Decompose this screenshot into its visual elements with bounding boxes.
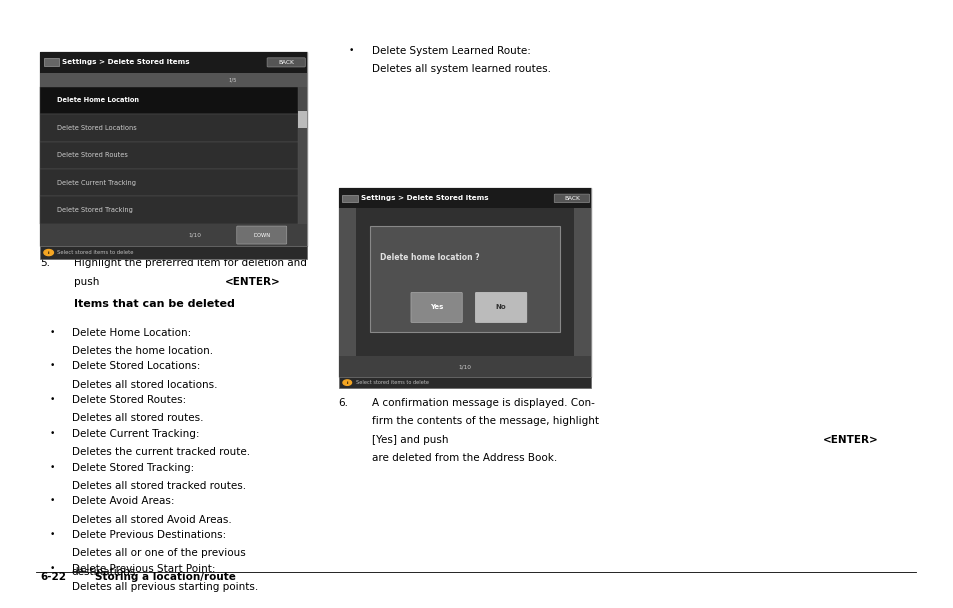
Text: 6-22: 6-22 — [40, 573, 66, 582]
Text: Deletes all previous starting points.: Deletes all previous starting points. — [71, 582, 257, 592]
Bar — [40, 52, 307, 246]
FancyBboxPatch shape — [267, 58, 305, 67]
Text: 1/10: 1/10 — [189, 232, 201, 238]
FancyBboxPatch shape — [554, 194, 589, 202]
Text: Delete Current Tracking:: Delete Current Tracking: — [71, 429, 199, 439]
Bar — [338, 188, 591, 377]
Text: are deleted from the Address Book.: are deleted from the Address Book. — [372, 453, 557, 463]
Text: [Yes] and push: [Yes] and push — [372, 435, 452, 444]
Text: i: i — [48, 250, 50, 255]
Text: 5.: 5. — [40, 258, 50, 268]
FancyBboxPatch shape — [411, 292, 462, 322]
Text: Items that can be deleted: Items that can be deleted — [74, 299, 235, 308]
Text: i: i — [346, 381, 348, 385]
Text: Delete Previous Destinations:: Delete Previous Destinations: — [71, 530, 226, 540]
Text: Deletes all stored tracked routes.: Deletes all stored tracked routes. — [71, 481, 246, 491]
Text: Delete Stored Routes:: Delete Stored Routes: — [71, 395, 186, 405]
Text: Settings > Delete Stored Items: Settings > Delete Stored Items — [360, 195, 488, 201]
Bar — [297, 111, 307, 128]
Text: Delete Stored Tracking: Delete Stored Tracking — [57, 207, 133, 213]
Bar — [40, 114, 297, 142]
Text: .: . — [435, 277, 438, 286]
Bar — [40, 196, 297, 224]
Text: Deletes all stored routes.: Deletes all stored routes. — [71, 413, 203, 423]
Text: Delete home location ?: Delete home location ? — [379, 254, 478, 263]
Text: No: No — [496, 305, 506, 311]
Bar — [40, 87, 297, 114]
Text: 1/5: 1/5 — [228, 77, 236, 83]
Text: •: • — [348, 46, 354, 55]
Text: •: • — [50, 328, 55, 337]
Bar — [355, 209, 574, 356]
Bar — [40, 142, 297, 169]
Text: •: • — [50, 395, 55, 404]
Text: Settings > Delete Stored Items: Settings > Delete Stored Items — [62, 60, 190, 66]
Bar — [40, 73, 307, 87]
Bar — [40, 169, 297, 196]
Text: Deletes all stored locations.: Deletes all stored locations. — [71, 379, 217, 390]
Text: Select stored items to delete: Select stored items to delete — [355, 380, 429, 385]
Circle shape — [44, 249, 53, 255]
Text: 6.: 6. — [338, 398, 348, 408]
Text: Deletes all stored Avoid Areas.: Deletes all stored Avoid Areas. — [71, 515, 231, 525]
Text: •: • — [50, 361, 55, 370]
Text: Delete System Learned Route:: Delete System Learned Route: — [372, 46, 531, 55]
FancyBboxPatch shape — [236, 226, 287, 244]
Text: •: • — [50, 497, 55, 505]
Bar — [40, 246, 307, 259]
Text: •: • — [50, 530, 55, 539]
Text: Deletes all system learned routes.: Deletes all system learned routes. — [372, 64, 551, 74]
Text: •: • — [50, 429, 55, 438]
Text: Delete Home Location: Delete Home Location — [57, 97, 139, 103]
Text: BACK: BACK — [563, 196, 579, 201]
Bar — [370, 226, 559, 333]
Text: BACK: BACK — [278, 60, 294, 65]
Text: Highlight the preferred item for deletion and: Highlight the preferred item for deletio… — [74, 258, 307, 268]
Text: •: • — [50, 564, 55, 573]
Text: Delete Previous Start Point:: Delete Previous Start Point: — [71, 564, 214, 574]
Text: <ENTER>: <ENTER> — [225, 277, 280, 286]
Text: Delete Stored Tracking:: Delete Stored Tracking: — [71, 463, 193, 472]
Text: Delete Stored Routes: Delete Stored Routes — [57, 152, 128, 158]
Text: push: push — [74, 277, 103, 286]
Circle shape — [343, 380, 351, 385]
Bar — [574, 209, 591, 356]
Bar — [40, 52, 307, 73]
Text: Select stored items to delete: Select stored items to delete — [57, 250, 133, 255]
Text: Deletes all or one of the previous: Deletes all or one of the previous — [71, 548, 245, 558]
Text: Storing a location/route: Storing a location/route — [95, 573, 236, 582]
Text: destinations.: destinations. — [71, 567, 139, 576]
Text: Delete Avoid Areas:: Delete Avoid Areas: — [71, 497, 173, 506]
Bar — [338, 188, 591, 209]
Text: <ENTER>: <ENTER> — [821, 435, 878, 444]
Text: Delete Stored Locations:: Delete Stored Locations: — [71, 361, 200, 371]
Bar — [338, 377, 591, 389]
Text: •: • — [50, 463, 55, 472]
Bar — [338, 209, 355, 356]
Text: Deletes the current tracked route.: Deletes the current tracked route. — [71, 447, 250, 457]
Bar — [338, 356, 591, 377]
Bar — [44, 58, 59, 66]
Text: 1/10: 1/10 — [458, 364, 471, 369]
Bar — [342, 195, 357, 202]
Bar — [40, 224, 307, 246]
Text: Delete Home Location:: Delete Home Location: — [71, 328, 191, 337]
Text: firm the contents of the message, highlight: firm the contents of the message, highli… — [372, 416, 598, 426]
Bar — [297, 87, 307, 224]
Text: Yes: Yes — [430, 305, 443, 311]
Text: DOWN: DOWN — [253, 232, 270, 238]
Text: Delete Stored Locations: Delete Stored Locations — [57, 125, 137, 131]
FancyBboxPatch shape — [475, 292, 526, 322]
Text: Deletes the home location.: Deletes the home location. — [71, 346, 213, 356]
Text: Delete Current Tracking: Delete Current Tracking — [57, 180, 136, 185]
Text: A confirmation message is displayed. Con-: A confirmation message is displayed. Con… — [372, 398, 595, 408]
